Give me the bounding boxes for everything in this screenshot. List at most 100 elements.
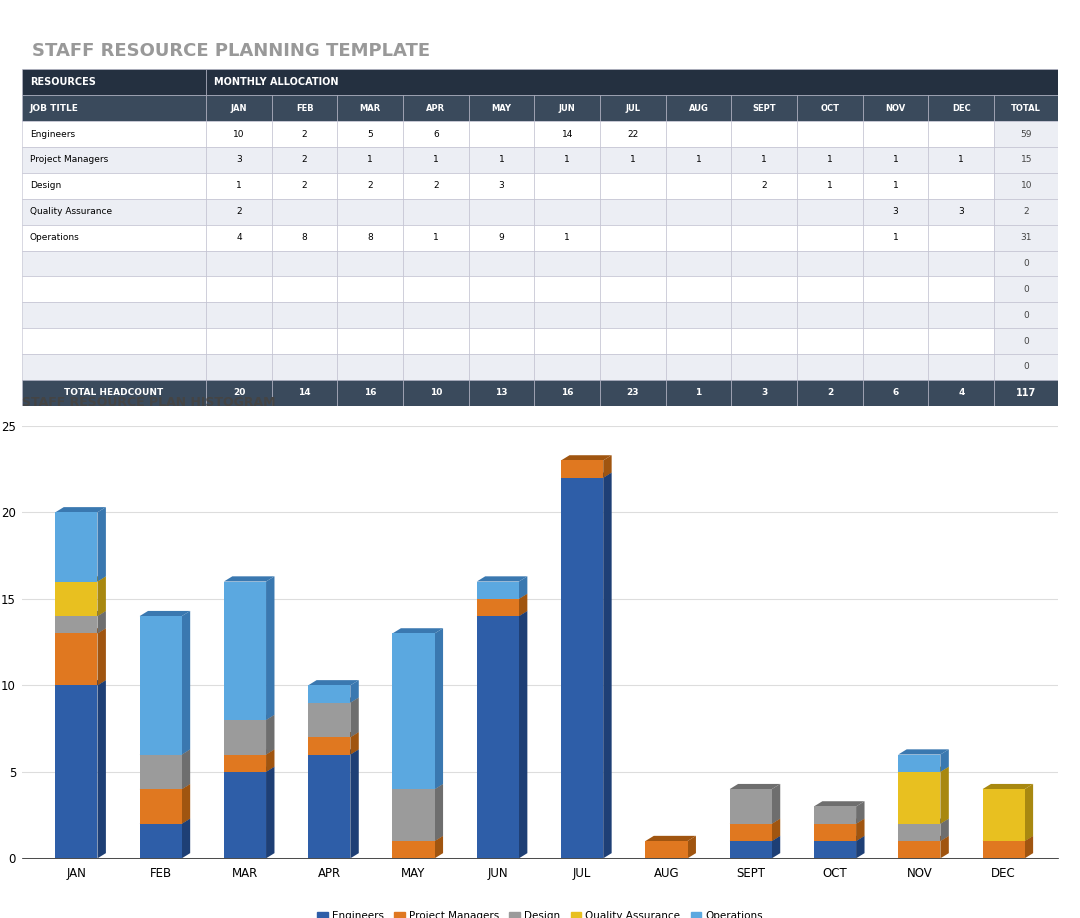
Bar	[797, 225, 863, 251]
Text: AUG: AUG	[689, 104, 708, 113]
Text: 5: 5	[367, 129, 374, 139]
Text: STAFF RESOURCE PLANNING TEMPLATE: STAFF RESOURCE PLANNING TEMPLATE	[32, 42, 430, 60]
Bar	[731, 302, 797, 328]
Text: 0: 0	[1024, 285, 1029, 294]
Polygon shape	[55, 628, 106, 633]
Polygon shape	[730, 836, 780, 841]
Text: 16: 16	[561, 388, 573, 397]
Polygon shape	[941, 767, 949, 823]
Text: 3: 3	[893, 207, 899, 217]
Bar	[797, 121, 863, 147]
Polygon shape	[350, 680, 359, 702]
Text: 1: 1	[433, 155, 438, 164]
Polygon shape	[856, 801, 864, 823]
Bar	[469, 276, 535, 302]
Bar	[814, 823, 856, 841]
Bar	[403, 95, 469, 121]
Bar	[272, 328, 337, 354]
Text: 1: 1	[761, 155, 767, 164]
Bar	[797, 199, 863, 225]
Bar	[403, 121, 469, 147]
Bar	[469, 173, 535, 199]
Bar	[983, 841, 1025, 858]
Polygon shape	[181, 611, 190, 755]
Bar	[600, 354, 665, 380]
Bar	[899, 823, 941, 841]
Bar	[55, 633, 97, 686]
Text: 10: 10	[1021, 182, 1032, 190]
Bar	[392, 841, 434, 858]
Polygon shape	[139, 611, 190, 616]
Bar	[600, 173, 665, 199]
Bar	[22, 276, 206, 302]
Bar	[403, 276, 469, 302]
Polygon shape	[350, 698, 359, 737]
Polygon shape	[604, 473, 611, 858]
Polygon shape	[308, 698, 359, 702]
Bar	[337, 199, 403, 225]
Polygon shape	[139, 749, 190, 755]
Bar	[224, 581, 266, 720]
Bar	[929, 302, 994, 328]
Polygon shape	[55, 680, 106, 686]
Bar	[797, 251, 863, 276]
Text: 4: 4	[237, 233, 242, 242]
Bar	[139, 823, 181, 858]
Text: 23: 23	[626, 388, 639, 397]
Text: Engineers: Engineers	[30, 129, 75, 139]
Bar	[535, 276, 600, 302]
Bar	[562, 461, 604, 477]
Text: 59: 59	[1021, 129, 1032, 139]
Text: 1: 1	[827, 155, 833, 164]
Bar	[665, 173, 731, 199]
Bar	[863, 225, 929, 251]
Bar	[731, 95, 797, 121]
Text: Quality Assurance: Quality Assurance	[30, 207, 112, 217]
Bar	[403, 380, 469, 406]
Bar	[797, 380, 863, 406]
Bar	[22, 199, 206, 225]
Polygon shape	[814, 819, 864, 823]
Polygon shape	[224, 577, 274, 581]
Bar	[600, 225, 665, 251]
Bar	[272, 199, 337, 225]
Bar	[600, 328, 665, 354]
Bar	[392, 633, 434, 789]
Polygon shape	[392, 784, 443, 789]
Polygon shape	[55, 611, 106, 616]
Text: 1: 1	[893, 155, 899, 164]
Bar	[863, 251, 929, 276]
Bar	[665, 225, 731, 251]
Polygon shape	[224, 749, 274, 755]
Bar	[139, 755, 181, 789]
Polygon shape	[392, 836, 443, 841]
Text: 2: 2	[301, 155, 308, 164]
Bar	[797, 354, 863, 380]
Bar	[469, 199, 535, 225]
Bar	[272, 95, 337, 121]
Text: 6: 6	[433, 129, 438, 139]
Bar	[994, 328, 1058, 354]
Bar	[22, 225, 206, 251]
Text: APR: APR	[427, 104, 446, 113]
Polygon shape	[646, 836, 696, 841]
Bar	[535, 354, 600, 380]
Bar	[403, 354, 469, 380]
Bar	[206, 173, 272, 199]
Polygon shape	[476, 577, 527, 581]
Polygon shape	[688, 836, 696, 858]
Bar	[308, 686, 350, 702]
Polygon shape	[392, 628, 443, 633]
Polygon shape	[899, 819, 949, 823]
Polygon shape	[604, 455, 611, 477]
Bar	[600, 121, 665, 147]
Text: 4: 4	[958, 388, 964, 397]
Polygon shape	[55, 577, 106, 581]
Bar	[476, 616, 518, 858]
Bar	[22, 147, 206, 173]
Bar	[469, 225, 535, 251]
Polygon shape	[434, 628, 443, 789]
Text: 3: 3	[958, 207, 964, 217]
Bar	[403, 225, 469, 251]
Text: JOB TITLE: JOB TITLE	[30, 104, 79, 113]
